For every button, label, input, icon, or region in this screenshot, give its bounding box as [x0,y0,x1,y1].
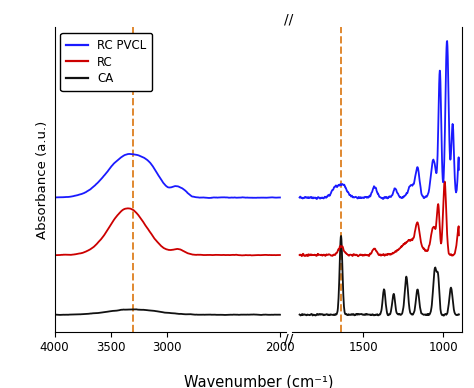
Legend: RC PVCL, RC, CA: RC PVCL, RC, CA [60,33,152,91]
Text: //: // [284,12,293,26]
Text: Wavenumber (cm⁻¹): Wavenumber (cm⁻¹) [183,374,333,388]
Text: //: // [284,333,293,346]
Y-axis label: Absorbance (a.u.): Absorbance (a.u.) [36,120,49,239]
